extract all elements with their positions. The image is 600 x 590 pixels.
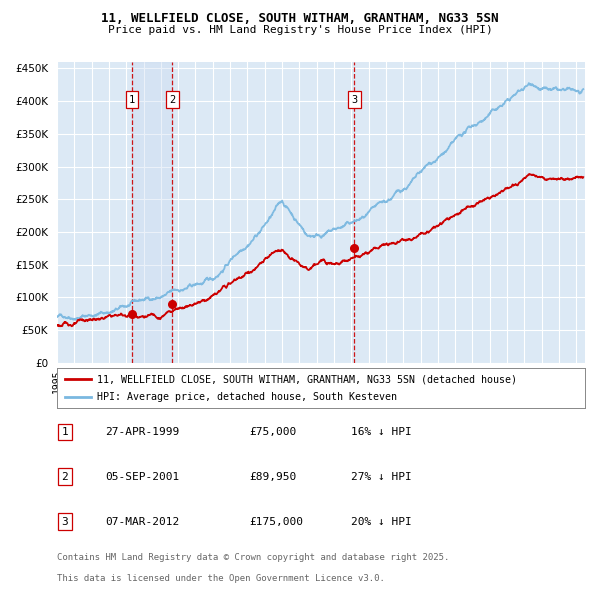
Text: 1: 1 (61, 427, 68, 437)
Text: £89,950: £89,950 (249, 472, 296, 481)
Text: 20% ↓ HPI: 20% ↓ HPI (351, 517, 412, 526)
Text: 2: 2 (169, 94, 176, 104)
Text: 07-MAR-2012: 07-MAR-2012 (105, 517, 179, 526)
Text: 27% ↓ HPI: 27% ↓ HPI (351, 472, 412, 481)
Text: 3: 3 (351, 94, 358, 104)
Text: Price paid vs. HM Land Registry's House Price Index (HPI): Price paid vs. HM Land Registry's House … (107, 25, 493, 35)
Text: This data is licensed under the Open Government Licence v3.0.: This data is licensed under the Open Gov… (57, 574, 385, 583)
Text: Contains HM Land Registry data © Crown copyright and database right 2025.: Contains HM Land Registry data © Crown c… (57, 553, 449, 562)
Text: 1: 1 (128, 94, 135, 104)
Text: HPI: Average price, detached house, South Kesteven: HPI: Average price, detached house, Sout… (97, 392, 397, 402)
Text: 11, WELLFIELD CLOSE, SOUTH WITHAM, GRANTHAM, NG33 5SN: 11, WELLFIELD CLOSE, SOUTH WITHAM, GRANT… (101, 12, 499, 25)
Text: 3: 3 (61, 517, 68, 526)
Bar (132, 62, 172, 363)
Text: 16% ↓ HPI: 16% ↓ HPI (351, 427, 412, 437)
Text: 11, WELLFIELD CLOSE, SOUTH WITHAM, GRANTHAM, NG33 5SN (detached house): 11, WELLFIELD CLOSE, SOUTH WITHAM, GRANT… (97, 375, 517, 385)
Text: £75,000: £75,000 (249, 427, 296, 437)
Text: 27-APR-1999: 27-APR-1999 (105, 427, 179, 437)
Text: 05-SEP-2001: 05-SEP-2001 (105, 472, 179, 481)
Text: £175,000: £175,000 (249, 517, 303, 526)
Text: 2: 2 (61, 472, 68, 481)
